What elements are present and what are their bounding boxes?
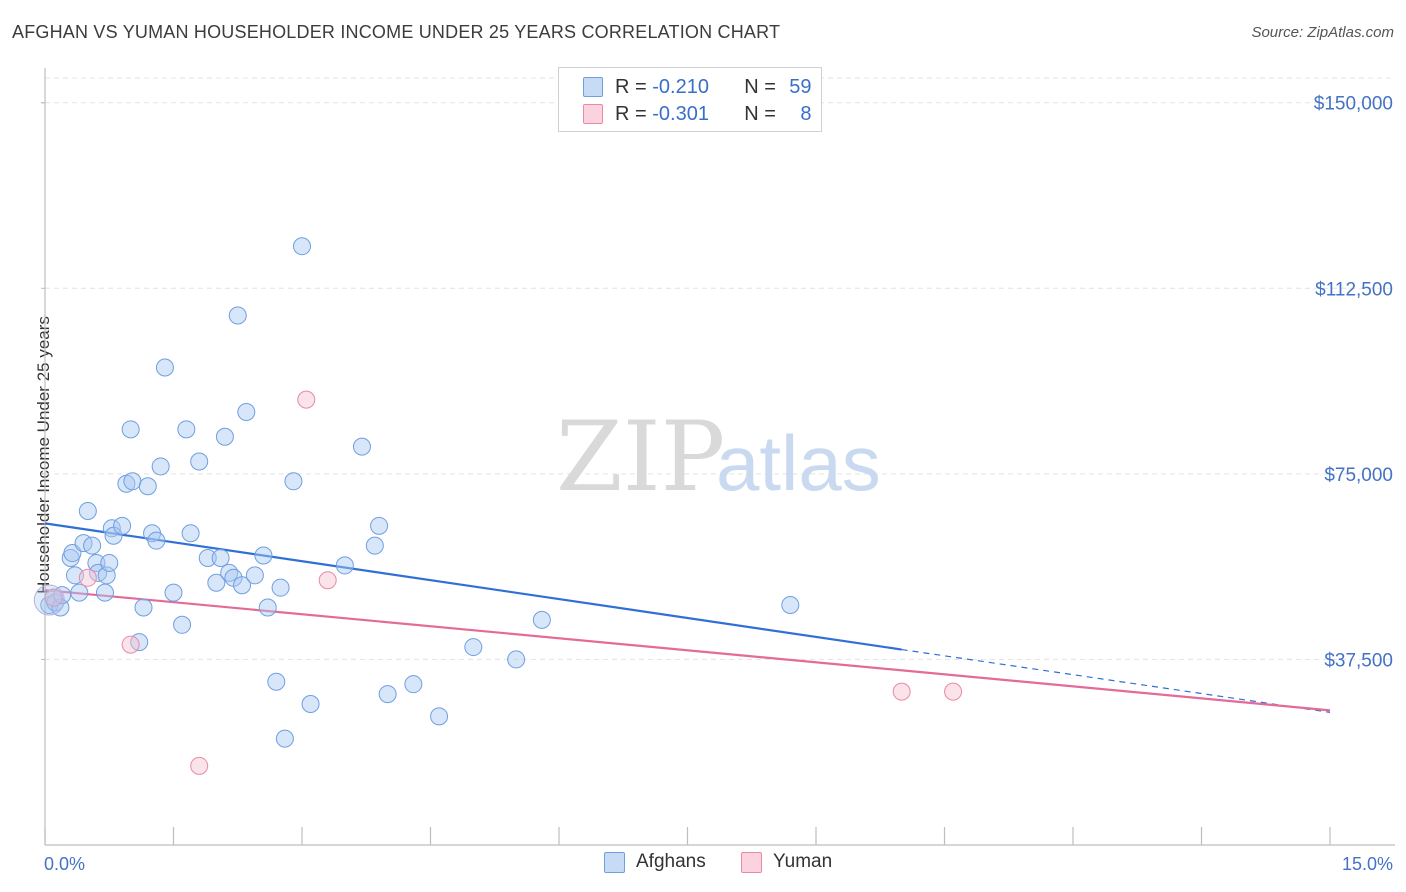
data-point-afghans bbox=[301, 694, 320, 713]
chart-title: AFGHAN VS YUMAN HOUSEHOLDER INCOME UNDER… bbox=[12, 22, 781, 42]
data-point-afghans bbox=[228, 306, 247, 325]
legend-r-value: -0.210 bbox=[652, 75, 709, 98]
data-point-afghans bbox=[95, 583, 114, 602]
trend-line-afghans bbox=[44, 522, 902, 651]
watermark: ZIP atlas bbox=[556, 401, 881, 513]
data-point-afghans bbox=[138, 477, 157, 496]
data-point-afghans bbox=[233, 576, 252, 595]
legend-row-afghans: R = -0.210 N = 59 bbox=[583, 74, 812, 100]
data-point-afghans bbox=[113, 516, 132, 535]
legend-swatch-afghans bbox=[583, 77, 603, 97]
data-point-afghans bbox=[430, 707, 449, 726]
data-point-yuman bbox=[78, 568, 97, 587]
data-point-afghans bbox=[237, 403, 256, 422]
data-point-afghans bbox=[78, 501, 97, 520]
legend-swatch-yuman bbox=[583, 104, 603, 124]
data-point-afghans bbox=[275, 729, 294, 748]
data-point-afghans bbox=[173, 615, 192, 634]
data-point-afghans bbox=[532, 610, 551, 629]
data-point-afghans bbox=[365, 536, 384, 555]
legend-n-value: 8 bbox=[800, 102, 812, 125]
watermark-atlas: atlas bbox=[716, 419, 881, 507]
data-point-yuman bbox=[892, 682, 911, 701]
data-point-afghans bbox=[83, 536, 102, 555]
data-point-yuman bbox=[121, 635, 140, 654]
data-point-afghans bbox=[207, 573, 226, 592]
data-point-yuman bbox=[44, 588, 63, 607]
legend-item-yuman[interactable]: Yuman bbox=[741, 851, 832, 873]
data-point-afghans bbox=[378, 685, 397, 704]
data-point-afghans bbox=[507, 650, 526, 669]
data-point-afghans bbox=[70, 583, 89, 602]
data-point-yuman bbox=[297, 390, 316, 409]
y-tick-label: $37,500 bbox=[1324, 650, 1393, 671]
data-point-yuman bbox=[944, 682, 963, 701]
data-point-afghans bbox=[181, 524, 200, 543]
y-tick-label: $112,500 bbox=[1315, 279, 1393, 300]
legend-r-label: R = bbox=[615, 102, 653, 125]
data-point-afghans bbox=[258, 598, 277, 617]
trend-line-yuman bbox=[44, 589, 1331, 712]
y-tick-label: $75,000 bbox=[1324, 465, 1393, 486]
data-point-afghans bbox=[464, 638, 483, 657]
data-point-afghans bbox=[147, 531, 166, 550]
legend-swatch-yuman bbox=[741, 851, 762, 873]
data-point-afghans bbox=[293, 237, 311, 256]
trend-lines bbox=[44, 522, 1331, 713]
legend-label-afghans: Afghans bbox=[636, 851, 706, 872]
legend-r-label: R = bbox=[615, 75, 653, 98]
data-point-afghans bbox=[190, 452, 209, 471]
data-point-afghans bbox=[370, 516, 389, 535]
axes bbox=[41, 68, 1395, 846]
data-point-cluster bbox=[33, 584, 65, 616]
data-point-afghans bbox=[284, 472, 303, 491]
legend-n-label: N = bbox=[744, 75, 782, 98]
data-point-afghans bbox=[215, 427, 234, 446]
data-point-afghans bbox=[404, 675, 423, 694]
data-point-afghans bbox=[177, 420, 196, 439]
data-point-afghans bbox=[134, 598, 153, 617]
data-point-afghans bbox=[781, 596, 800, 615]
watermark-zip: ZIP bbox=[556, 401, 725, 513]
data-point-afghans bbox=[211, 548, 230, 567]
data-point-afghans bbox=[123, 472, 142, 491]
y-tick-labels: $37,500 $75,000 $112,500 $150,000 bbox=[1314, 94, 1393, 672]
series-legend: Afghans Yuman bbox=[0, 851, 1406, 877]
data-point-afghans bbox=[102, 519, 121, 538]
data-points bbox=[33, 237, 963, 775]
legend-item-afghans[interactable]: Afghans bbox=[604, 851, 706, 873]
legend-row-yuman: R = -0.301 N = 8 bbox=[583, 101, 812, 127]
x-tick-label: 15.0% bbox=[1342, 854, 1393, 874]
y-tick-label: $150,000 bbox=[1314, 94, 1393, 115]
data-point-afghans bbox=[151, 457, 170, 476]
data-point-yuman bbox=[190, 756, 209, 775]
source-label: Source: ZipAtlas.com bbox=[1251, 24, 1394, 41]
x-tick-label: 0.0% bbox=[44, 854, 85, 874]
data-point-afghans bbox=[100, 553, 119, 572]
stats-legend: R = -0.210 N = 59 R = -0.301 N = 8 bbox=[558, 67, 822, 132]
data-point-afghans bbox=[271, 578, 290, 597]
data-point-afghans bbox=[198, 548, 217, 567]
legend-swatch-afghans bbox=[604, 851, 625, 873]
data-point-afghans bbox=[121, 420, 140, 439]
data-point-afghans bbox=[267, 672, 286, 691]
x-tick-labels: 0.0% 15.0% bbox=[44, 854, 1393, 874]
data-point-afghans bbox=[254, 546, 273, 565]
data-point-afghans bbox=[164, 583, 183, 602]
data-point-afghans bbox=[245, 566, 264, 585]
data-point-yuman bbox=[318, 571, 337, 590]
data-point-afghans bbox=[155, 358, 174, 377]
legend-n-label: N = bbox=[744, 102, 782, 125]
data-point-afghans bbox=[335, 556, 354, 575]
data-point-afghans bbox=[352, 437, 371, 456]
legend-label-yuman: Yuman bbox=[773, 851, 833, 872]
legend-r-value: -0.301 bbox=[652, 102, 709, 125]
legend-n-value: 59 bbox=[789, 75, 812, 98]
